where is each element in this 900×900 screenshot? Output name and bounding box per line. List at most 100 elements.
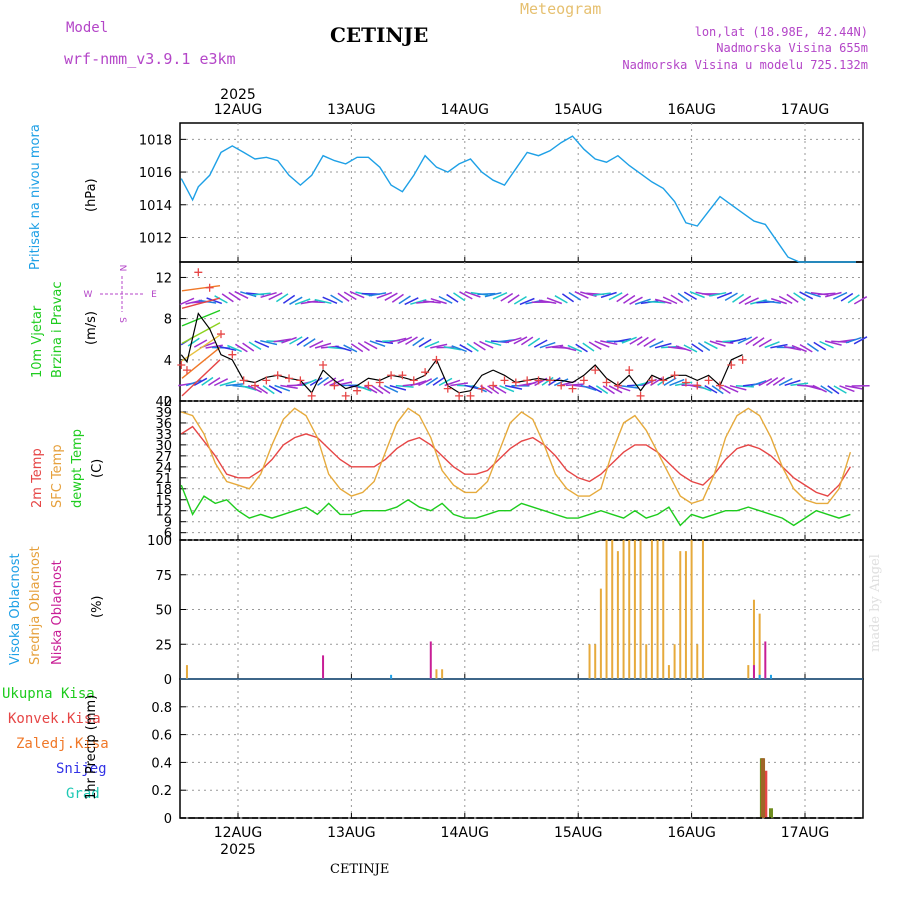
wind-arrow: [423, 300, 441, 304]
wind-arrow: [620, 384, 639, 389]
wind-arrow: [813, 341, 827, 351]
meteogram-label: Meteogram: [520, 0, 602, 18]
day-label-bottom: 14AUG: [441, 825, 490, 841]
wind-arrow: [418, 378, 433, 387]
wind-arrow: [317, 376, 330, 386]
altitude-label: Nadmorska Visina 655m: [716, 41, 868, 55]
wind-arrow: [778, 377, 793, 386]
wind-arrow: [473, 341, 486, 351]
wind-gust-mark: [715, 381, 724, 390]
wind-arrow: [778, 295, 793, 304]
wind-arrow: [219, 380, 237, 387]
wind-arrow: [343, 344, 358, 353]
wind-arrow: [330, 294, 344, 304]
wind-gust-mark: [409, 376, 418, 385]
wind-arrow: [384, 292, 398, 301]
wind-arrow: [505, 337, 522, 344]
wind-arrow: [520, 336, 534, 346]
wind-arrow: [649, 340, 664, 348]
wind-arrow: [817, 292, 836, 296]
wind-arrow: [845, 336, 862, 344]
wind-arrow-strong: [181, 297, 221, 310]
wind-arrow: [729, 337, 747, 344]
ytick-label-temperature: 12: [155, 505, 172, 520]
ytick-label-precip: 0: [164, 812, 172, 827]
wind-arrow: [484, 291, 502, 298]
wind-arrow: [723, 385, 739, 393]
ytick-label-precip: 0.2: [151, 784, 172, 799]
wind-arrow: [273, 338, 292, 343]
wind-arrow: [303, 338, 316, 348]
wind-arrow: [368, 292, 387, 297]
ytick-label-precip: 0.6: [151, 729, 172, 744]
wind-arrow: [187, 337, 200, 347]
wind-gust-mark: [511, 378, 520, 387]
wind-arrow: [268, 385, 283, 394]
wind-arrow: [559, 345, 577, 352]
wind-arrow: [709, 340, 726, 347]
wind-arrow: [235, 343, 248, 353]
wind-arrow: [770, 343, 788, 349]
wind-arrow: [853, 336, 868, 345]
wind-arrow: [309, 340, 324, 349]
wind-arrow: [574, 291, 589, 299]
wind-arrow: [791, 344, 807, 353]
wind-arrow: [763, 300, 781, 304]
wind-arrow: [629, 336, 643, 345]
wind-gust-mark: [500, 376, 509, 385]
ytick-label-pressure: 1018: [139, 133, 172, 148]
wind-arrow: [654, 298, 672, 305]
wind-gust-mark: [602, 378, 611, 387]
wind-arrow: [350, 343, 364, 353]
wind-arrow: [608, 385, 623, 394]
wind-arrow: [770, 297, 787, 305]
wind-gust-mark: [375, 378, 384, 387]
wind-arrow: [446, 293, 459, 303]
wind-arrow: [296, 336, 309, 346]
wind-arrow: [711, 385, 724, 395]
compass-e: E: [151, 290, 157, 300]
wind-gust-mark: [704, 376, 713, 385]
wind-arrow: [799, 343, 813, 353]
wind-gust-mark: [681, 378, 690, 387]
wind-gust-mark: [670, 371, 679, 380]
ytick-label-clouds: 50: [155, 604, 172, 619]
wind-arrow: [764, 341, 780, 349]
wind-arrow: [689, 291, 705, 299]
wind-arrow: [533, 339, 548, 348]
wind-arrow-strong: [181, 284, 221, 292]
wind-arrow: [675, 345, 692, 352]
wind-arrow: [262, 385, 275, 395]
wind-arrow: [704, 384, 718, 394]
wind-arrow: [484, 340, 502, 347]
wind-gust-mark: [398, 371, 407, 380]
precip-bar: [763, 770, 768, 818]
wind-arrow: [464, 290, 481, 298]
pressure-line: [180, 135, 856, 263]
wind-gust-mark: [659, 376, 668, 385]
wind-arrow: [314, 298, 332, 305]
ytick-label-temperature: 21: [155, 472, 172, 487]
wind-arrow: [479, 340, 494, 349]
compass-w: W: [84, 290, 93, 300]
wind-arrow: [623, 294, 636, 304]
wind-arrow: [307, 301, 326, 304]
precip-legend-freezing: Zaledj.Kisa: [16, 736, 109, 752]
wind-arrow: [405, 336, 418, 346]
wind-arrow-strong: [181, 322, 221, 344]
wind-arrow: [225, 383, 244, 387]
wind-arrow: [221, 293, 234, 303]
wind-arrow: [784, 379, 801, 387]
wind-arrow: [404, 297, 419, 306]
wind-arrow: [227, 344, 242, 353]
wind-arrow: [335, 345, 352, 352]
compass-s: S: [117, 317, 127, 323]
wind-gust-mark: [251, 381, 260, 390]
wind-arrow: [845, 385, 863, 390]
wind-arrow: [738, 295, 752, 305]
day-label-top: 12AUG: [214, 102, 263, 118]
wind-arrow: [600, 291, 617, 299]
wind-arrow: [750, 379, 767, 387]
wind-gust-mark: [353, 386, 362, 395]
wind-gust-mark: [319, 360, 328, 369]
